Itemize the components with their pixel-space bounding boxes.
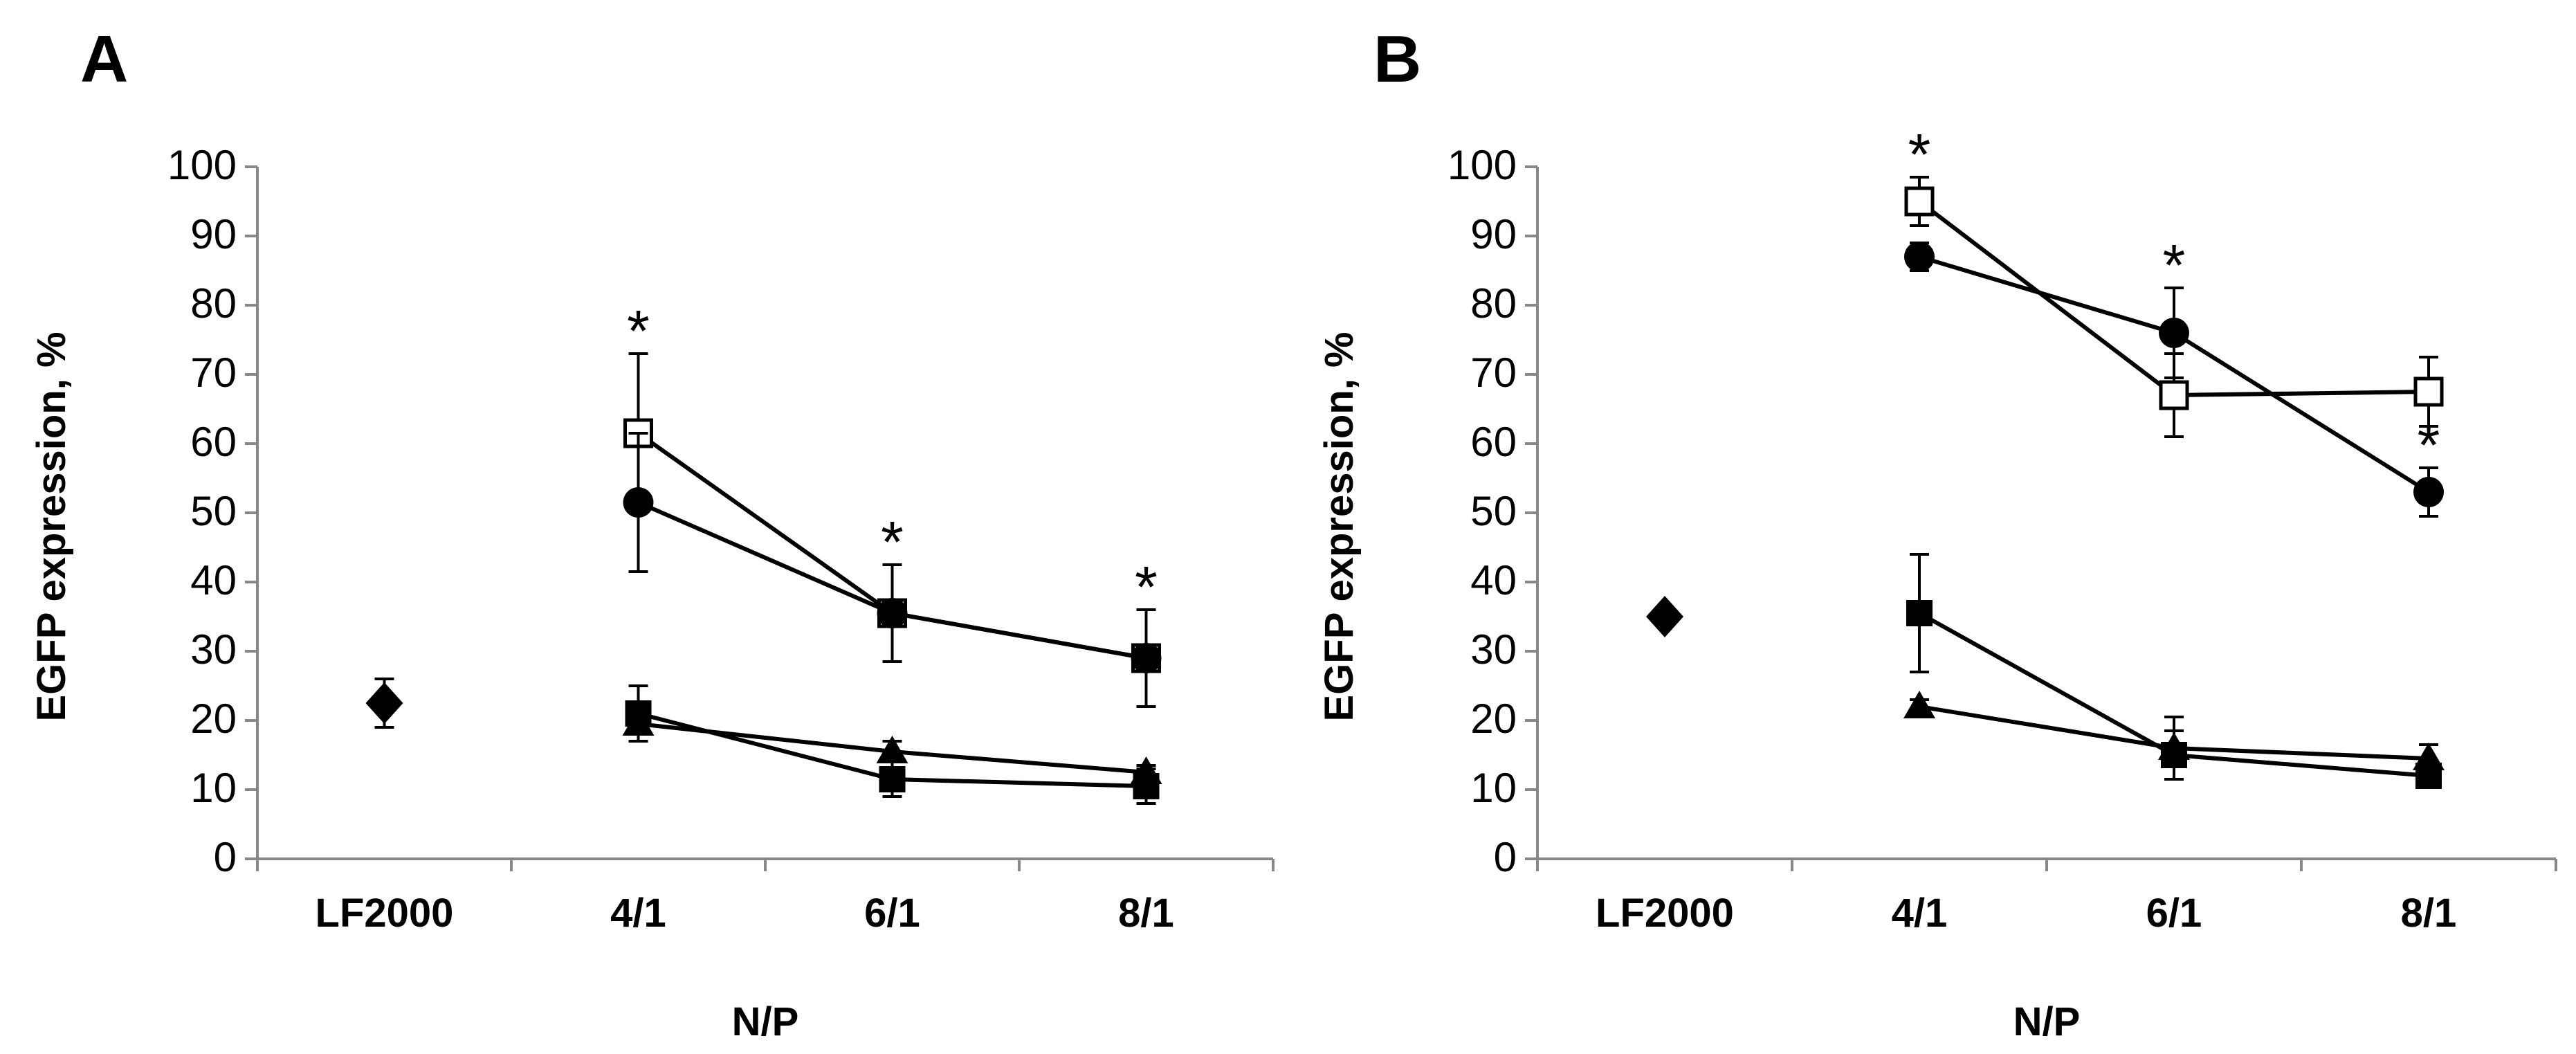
significance-star: * (2163, 233, 2186, 298)
data-point-filled-triangle (1903, 691, 1935, 718)
y-tick-label: 90 (190, 211, 237, 257)
x-tick-label: 8/1 (2401, 891, 2457, 936)
data-point-filled-circle (1904, 242, 1935, 272)
data-point-filled-square (879, 766, 906, 792)
significance-star: * (881, 509, 904, 574)
y-tick-label: 0 (214, 834, 237, 880)
x-axis-title: N/P (732, 999, 799, 1044)
x-tick-label: 6/1 (2146, 891, 2202, 936)
y-tick-label: 10 (190, 765, 237, 811)
y-tick-label: 50 (1470, 488, 1517, 534)
y-tick-label: 100 (167, 142, 237, 188)
lf2000-point (365, 682, 403, 724)
y-tick-label: 40 (190, 557, 237, 603)
y-tick-label: 70 (190, 349, 237, 396)
data-point-open-square (2159, 380, 2189, 410)
data-point-filled-circle (877, 598, 908, 628)
data-point-filled-circle (1131, 643, 1162, 673)
panel-b: B 0 10 20 30 40 50 60 70 80 90 100 LF2000 4/1 6/1 8/1 N/… (1317, 22, 2557, 1044)
data-point-filled-circle (2413, 477, 2444, 507)
y-tick-label: 40 (1470, 557, 1517, 603)
y-tick-label: 20 (190, 696, 237, 742)
y-tick-label: 0 (1494, 834, 1517, 880)
data-point-filled-triangle (1130, 756, 1162, 784)
data-point-filled-square (1906, 600, 1933, 626)
data-point-filled-circle (2159, 318, 2189, 348)
panel-a: A 0 10 20 30 40 50 60 70 80 90 100 LF2000 4/1 6/1 8/1 N/… (29, 22, 1275, 1044)
y-tick-label: 30 (190, 626, 237, 673)
x-axis-title: N/P (2013, 999, 2081, 1044)
significance-star: * (1908, 122, 1931, 187)
x-tick-label: 6/1 (864, 891, 920, 936)
y-tick-label: 10 (1470, 765, 1517, 811)
panel-letter-a: A (80, 22, 128, 96)
x-tick-label: 4/1 (1892, 891, 1948, 936)
data-point-open-square (1904, 186, 1935, 217)
significance-star: * (2418, 412, 2440, 478)
y-tick-label: 20 (1470, 696, 1517, 742)
y-tick-label: 90 (1470, 211, 1517, 257)
x-tick-label: LF2000 (1596, 891, 1734, 936)
y-axis-title: EGFP expression, % (29, 331, 74, 721)
y-tick-label: 100 (1447, 142, 1517, 188)
significance-star: * (1135, 554, 1158, 619)
y-axis-title: EGFP expression, % (1317, 331, 1362, 721)
y-tick-label: 60 (1470, 419, 1517, 465)
data-point-filled-triangle (876, 736, 908, 763)
data-point-filled-triangle (622, 708, 655, 736)
data-point-filled-triangle (2413, 743, 2445, 770)
x-tick-label: LF2000 (316, 891, 454, 936)
y-tick-label: 80 (1470, 280, 1517, 327)
x-tick-label: 4/1 (610, 891, 666, 936)
lf2000-point (1646, 596, 1683, 637)
y-tick-label: 70 (1470, 349, 1517, 396)
significance-star: * (627, 298, 650, 363)
y-tick-label: 30 (1470, 626, 1517, 673)
data-point-open-square (2413, 376, 2444, 407)
panel-letter-b: B (1373, 22, 1421, 96)
data-point-filled-triangle (2158, 732, 2190, 760)
y-tick-label: 60 (190, 419, 237, 465)
data-point-filled-circle (623, 487, 654, 518)
y-tick-label: 50 (190, 488, 237, 534)
x-tick-label: 8/1 (1118, 891, 1174, 936)
y-tick-label: 80 (190, 280, 237, 327)
